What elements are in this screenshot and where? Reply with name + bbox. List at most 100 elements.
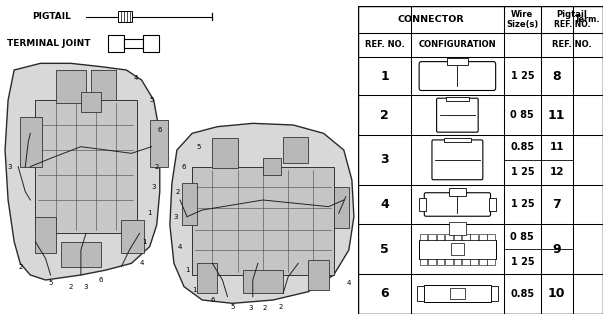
Text: 11: 11 <box>548 109 566 122</box>
Text: 0 85: 0 85 <box>511 232 534 242</box>
Bar <box>437 259 444 265</box>
Bar <box>417 286 424 301</box>
Text: 3: 3 <box>174 214 178 220</box>
Text: 3: 3 <box>151 184 156 190</box>
Bar <box>119 11 132 22</box>
Text: 4: 4 <box>380 198 389 211</box>
Text: 0 85: 0 85 <box>511 110 534 120</box>
Bar <box>420 234 427 240</box>
Text: 5: 5 <box>380 243 389 256</box>
Text: 2: 2 <box>18 264 22 270</box>
Text: 1: 1 <box>185 267 189 273</box>
Bar <box>445 259 453 265</box>
Bar <box>419 240 495 259</box>
Bar <box>489 198 495 211</box>
Bar <box>56 70 86 103</box>
Text: PIGTAIL: PIGTAIL <box>32 12 71 21</box>
Text: 6: 6 <box>157 127 162 133</box>
Bar <box>35 100 137 233</box>
Text: 2: 2 <box>154 164 159 170</box>
Bar <box>454 259 461 265</box>
Bar <box>359 7 503 32</box>
Bar <box>479 259 486 265</box>
Text: 5: 5 <box>48 280 53 286</box>
Bar <box>420 259 427 265</box>
Text: 2: 2 <box>176 189 180 195</box>
Bar <box>448 188 466 196</box>
Bar <box>60 242 101 267</box>
Text: 0.85: 0.85 <box>510 289 534 299</box>
Text: 1: 1 <box>142 239 147 245</box>
Bar <box>143 35 159 52</box>
Bar <box>450 288 465 300</box>
Text: 1 25: 1 25 <box>511 71 534 81</box>
Bar <box>444 138 471 142</box>
Bar <box>462 234 469 240</box>
Text: 2: 2 <box>263 305 267 311</box>
Bar <box>451 243 464 255</box>
Bar <box>91 70 116 100</box>
Text: Wire: Wire <box>511 10 534 19</box>
Bar <box>445 234 453 240</box>
Bar <box>491 286 498 301</box>
Bar <box>81 92 101 112</box>
Text: 4: 4 <box>133 75 138 81</box>
Text: 1: 1 <box>148 210 152 216</box>
Text: REF. NO.: REF. NO. <box>365 40 404 49</box>
Bar <box>125 39 143 47</box>
Text: 1: 1 <box>192 287 197 293</box>
Bar <box>263 158 281 175</box>
Bar <box>462 259 469 265</box>
Text: 3: 3 <box>249 305 253 311</box>
Text: 3: 3 <box>380 153 389 166</box>
Text: 2: 2 <box>68 284 73 290</box>
Text: 11: 11 <box>549 142 564 152</box>
Bar <box>35 217 56 253</box>
Bar <box>542 7 602 32</box>
Text: 5: 5 <box>196 144 200 150</box>
Bar <box>471 234 478 240</box>
Bar <box>122 220 143 253</box>
Text: 12: 12 <box>549 167 564 177</box>
Bar <box>197 263 217 293</box>
Text: 6: 6 <box>99 277 103 283</box>
Bar <box>454 234 461 240</box>
Text: 1 25: 1 25 <box>511 199 534 210</box>
Text: 7: 7 <box>552 198 561 211</box>
Text: REF. NO.: REF. NO. <box>552 40 592 49</box>
Bar <box>449 222 466 235</box>
Bar <box>471 259 478 265</box>
FancyBboxPatch shape <box>424 193 491 216</box>
Bar <box>309 260 329 290</box>
Bar <box>446 97 469 101</box>
Polygon shape <box>170 123 354 303</box>
FancyBboxPatch shape <box>432 140 483 180</box>
Text: 5: 5 <box>231 304 235 310</box>
Bar <box>428 259 436 265</box>
Text: 4: 4 <box>178 244 182 250</box>
Bar <box>424 285 491 302</box>
Bar <box>20 117 42 167</box>
Text: 4: 4 <box>347 280 351 286</box>
Text: Term.: Term. <box>575 15 601 24</box>
Text: 5: 5 <box>149 97 154 103</box>
Text: 4: 4 <box>139 260 144 266</box>
Text: CONFIGURATION: CONFIGURATION <box>419 40 496 49</box>
Text: 3: 3 <box>8 164 12 170</box>
Bar <box>419 198 426 211</box>
Text: TERMINAL JOINT: TERMINAL JOINT <box>7 39 91 48</box>
Text: 8: 8 <box>552 69 561 83</box>
Polygon shape <box>5 63 160 280</box>
Text: 9: 9 <box>552 243 561 256</box>
FancyBboxPatch shape <box>419 62 495 91</box>
Bar <box>447 58 468 65</box>
Text: REF. NO.: REF. NO. <box>554 20 590 29</box>
Bar <box>437 234 444 240</box>
Text: Pigtail: Pigtail <box>557 10 587 19</box>
Text: 3: 3 <box>83 284 88 290</box>
Bar <box>542 33 602 56</box>
Text: 6: 6 <box>210 297 215 303</box>
Text: 1 25: 1 25 <box>511 257 534 267</box>
Bar <box>149 120 168 167</box>
Bar <box>334 187 349 228</box>
